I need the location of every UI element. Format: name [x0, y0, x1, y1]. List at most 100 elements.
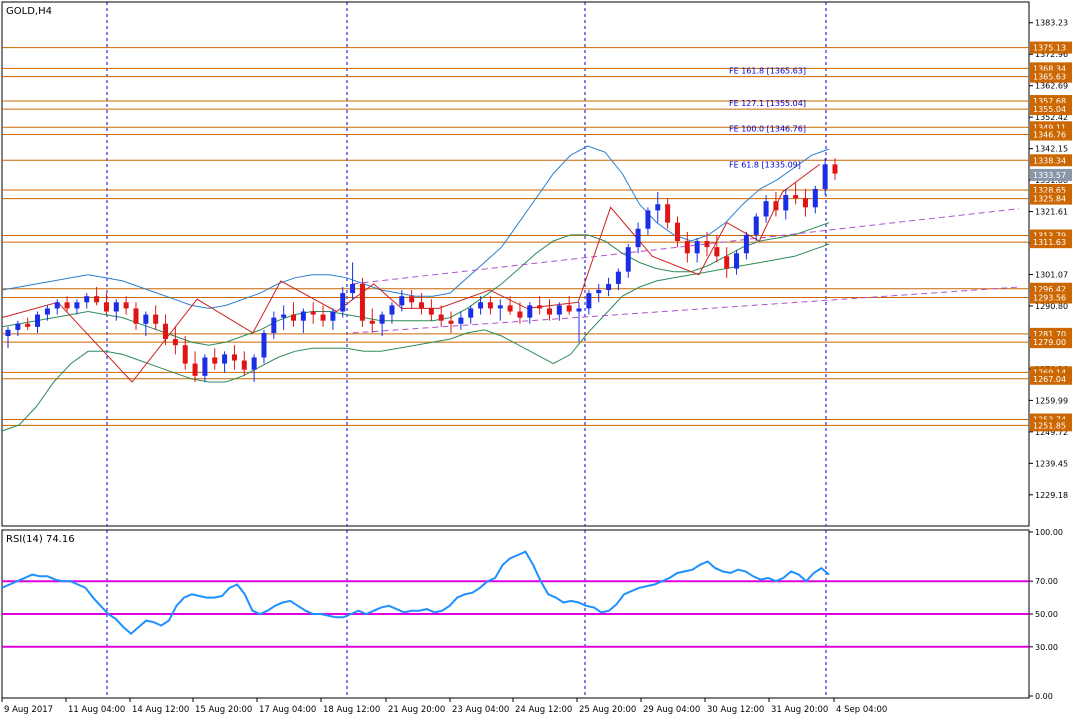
- candle-body: [645, 210, 651, 229]
- bollinger-upper: [1, 145, 830, 309]
- level-label: 1251.85: [1033, 421, 1066, 430]
- bollinger-middle: [1, 222, 830, 346]
- level-label-bg: [1030, 103, 1072, 116]
- fibo-label: FE 61.8 [1335.09]: [729, 160, 801, 169]
- candle-body: [281, 314, 287, 318]
- level-label-bg: [1030, 41, 1072, 54]
- level-label: 1368.34: [1033, 64, 1066, 73]
- time-tick-label: 30 Aug 12:00: [707, 705, 764, 715]
- candle-body: [64, 302, 70, 309]
- price-panel-frame: [1, 1, 1030, 527]
- candle-body: [212, 357, 218, 364]
- candle-body: [468, 308, 474, 318]
- time-axis: 9 Aug 2017 11 Aug 04:00 14 Aug 12:00 15 Aug…: [1, 698, 887, 715]
- candle-body: [15, 323, 21, 330]
- channel-line: [352, 286, 1020, 334]
- candle-body: [753, 216, 759, 235]
- candle-body: [714, 247, 720, 257]
- candle-body: [655, 204, 661, 211]
- candle-body: [172, 339, 178, 346]
- price-tick-label: 1290.80: [1035, 302, 1068, 311]
- candle-body: [724, 256, 730, 269]
- candle-body: [409, 296, 415, 303]
- candle-body: [576, 308, 582, 312]
- candle-body: [251, 357, 257, 370]
- rsi-title: RSI(14) 74.16: [6, 534, 75, 545]
- candle-body: [704, 241, 710, 248]
- time-tick-label: 14 Aug 12:00: [132, 705, 189, 715]
- candle-body: [448, 320, 454, 324]
- rsi-tick-label: 0.00: [1035, 692, 1053, 701]
- price-tick-label: 1342.15: [1035, 145, 1068, 154]
- rsi-tick-label: 100.00: [1035, 528, 1063, 537]
- level-label: 1365.63: [1033, 73, 1066, 82]
- candle-body: [113, 302, 119, 312]
- price-tick-label: 1321.61: [1035, 208, 1068, 217]
- time-tick-label: 18 Aug 12:00: [323, 705, 380, 715]
- time-tick-label: 29 Aug 04:00: [643, 705, 700, 715]
- candle-body: [812, 188, 818, 208]
- level-label: 1296.42: [1033, 285, 1066, 294]
- time-tick-label: 31 Aug 20:00: [771, 705, 828, 715]
- level-label-bg: [1030, 236, 1072, 249]
- candle-body: [202, 357, 208, 376]
- level-label: 1346.76: [1033, 131, 1066, 140]
- price-tick-label: 1362.69: [1035, 82, 1068, 91]
- level-label-bg: [1030, 419, 1072, 432]
- candle-body: [5, 329, 11, 337]
- candle-body: [556, 305, 562, 315]
- candle-body: [625, 247, 631, 272]
- candle-body: [74, 302, 80, 309]
- level-label: 1281.70: [1033, 330, 1066, 339]
- candle-body: [330, 311, 336, 321]
- candle-body: [310, 311, 316, 315]
- candle-body: [694, 241, 700, 254]
- time-tick-label: 15 Aug 20:00: [195, 705, 252, 715]
- candle-body: [635, 228, 641, 248]
- time-tick-label: 11 Aug 04:00: [68, 705, 125, 715]
- level-label: 1293.56: [1033, 294, 1066, 303]
- candle-body: [487, 302, 493, 309]
- candle-body: [773, 201, 779, 211]
- candle-body: [458, 317, 464, 324]
- time-tick-label: 4 Sep 04:00: [836, 705, 887, 715]
- price-panel: 1383.231372.961362.691352.421342.151331.…: [1, 1, 1072, 527]
- time-tick-label: 17 Aug 04:00: [259, 705, 316, 715]
- rsi-tick-label: 50.00: [1035, 610, 1058, 619]
- candle-body: [261, 332, 267, 358]
- level-label-bg: [1030, 291, 1072, 304]
- level-label: 1349.11: [1033, 123, 1066, 132]
- chart-title: GOLD,H4: [6, 6, 52, 17]
- candle-body: [793, 195, 799, 199]
- candle-body: [44, 308, 50, 315]
- level-label-bg: [1030, 336, 1072, 349]
- candle-body: [271, 317, 277, 333]
- candle-body: [537, 305, 543, 309]
- candle-body: [546, 308, 552, 315]
- bollinger-lower: [1, 243, 830, 432]
- price-tick-label: 1301.07: [1035, 271, 1068, 280]
- candle-body: [606, 283, 612, 291]
- candle-body: [497, 305, 503, 309]
- candle-body: [182, 345, 188, 364]
- candle-body: [359, 283, 365, 321]
- candle-body: [35, 314, 41, 327]
- candle-body: [743, 234, 749, 254]
- price-tick-label: 1372.96: [1035, 50, 1068, 59]
- candle-body: [734, 253, 740, 269]
- candle-body: [222, 354, 228, 364]
- level-label: 1338.34: [1033, 156, 1066, 165]
- time-tick-label: 9 Aug 2017: [4, 705, 53, 715]
- candle-body: [300, 311, 306, 321]
- candle-body: [103, 302, 109, 312]
- candle-body: [231, 354, 237, 361]
- candle-body: [123, 302, 129, 309]
- price-tick-label: 1383.23: [1035, 19, 1068, 28]
- level-label: 1357.68: [1033, 97, 1066, 106]
- candle-body: [822, 164, 828, 189]
- candle-body: [428, 308, 434, 315]
- candle-body: [438, 314, 444, 321]
- candle-body: [507, 305, 513, 312]
- candle-body: [291, 314, 297, 321]
- price-tick-label: 1259.99: [1035, 396, 1068, 405]
